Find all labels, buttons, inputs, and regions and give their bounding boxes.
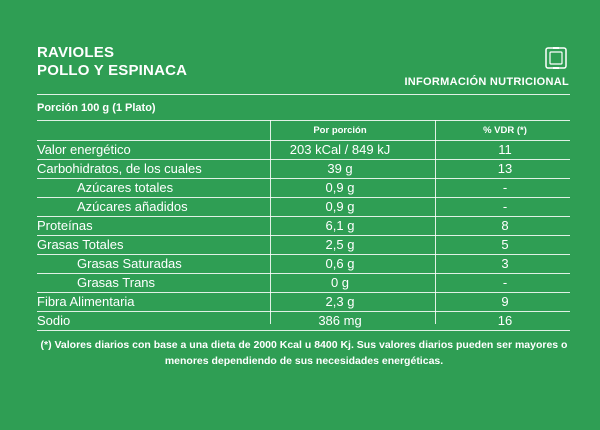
vdr-value: 16 — [497, 313, 513, 328]
divider-header — [37, 140, 570, 141]
nutrient-name: Valor energético — [37, 142, 131, 157]
table-row: Fibra Alimentaria 2,3 g 9 — [37, 293, 570, 312]
per-portion-value: 203 kCal / 849 kJ — [289, 142, 391, 157]
vdr-value: 5 — [501, 237, 509, 252]
column-divider — [270, 120, 271, 324]
per-portion-value: 0,9 g — [325, 199, 355, 214]
divider-portion — [37, 120, 570, 121]
nutrient-name: Grasas Saturadas — [77, 256, 182, 271]
per-portion-value: 2,3 g — [325, 294, 355, 309]
table-row: Sodio 386 mg 16 — [37, 312, 570, 331]
per-portion-value: 0,6 g — [325, 256, 355, 271]
footnote: (*) Valores diarios con base a una dieta… — [40, 339, 568, 367]
vdr-value: 8 — [501, 218, 509, 233]
nutrient-name: Grasas Trans — [77, 275, 156, 290]
nutrient-name: Azúcares totales — [77, 180, 174, 195]
vdr-value: - — [502, 180, 508, 195]
per-portion-value: 0,9 g — [325, 180, 355, 195]
square-badge-icon — [545, 47, 567, 69]
table-row: Grasas Saturadas 0,6 g 3 — [37, 255, 570, 274]
nutrient-name: Carbohidratos, de los cuales — [37, 161, 202, 176]
table-row: Carbohidratos, de los cuales 39 g 13 — [37, 160, 570, 179]
vdr-value: - — [502, 199, 508, 214]
per-portion-value: 39 g — [327, 161, 353, 176]
vdr-value: - — [502, 275, 508, 290]
portion-size: Porción 100 g (1 Plato) — [37, 102, 156, 114]
column-divider — [435, 120, 436, 324]
table-row: Valor energético 203 kCal / 849 kJ 11 — [37, 141, 570, 160]
column-header-per-portion: Por porción — [313, 125, 367, 136]
nutrient-name: Proteínas — [37, 218, 93, 233]
panel-label: INFORMACIÓN NUTRICIONAL — [404, 76, 569, 88]
divider-top — [37, 94, 570, 95]
table-row: Azúcares totales 0,9 g - — [37, 179, 570, 198]
nutrient-name: Fibra Alimentaria — [37, 294, 135, 309]
vdr-value: 11 — [498, 142, 512, 157]
product-title-line1: RAVIOLES — [37, 44, 115, 61]
nutrient-name: Sodio — [37, 313, 71, 328]
product-title-line2: POLLO Y ESPINACA — [37, 62, 188, 79]
table-row: Grasas Totales 2,5 g 5 — [37, 236, 570, 255]
vdr-value: 3 — [501, 256, 509, 271]
product-title: RAVIOLES POLLO Y ESPINACA — [37, 44, 187, 80]
per-portion-value: 6,1 g — [325, 218, 355, 233]
per-portion-value: 386 mg — [318, 313, 362, 328]
table-row: Proteínas 6,1 g 8 — [37, 217, 570, 236]
per-portion-value: 2,5 g — [325, 237, 355, 252]
vdr-value: 9 — [501, 294, 509, 309]
table-row: Grasas Trans 0 g - — [37, 274, 570, 293]
table-row: Azúcares añadidos 0,9 g - — [37, 198, 570, 217]
vdr-value: 13 — [497, 161, 513, 176]
column-header-vdr: % VDR (*) — [483, 125, 527, 136]
nutrient-name: Grasas Totales — [37, 237, 124, 252]
nutrient-name: Azúcares añadidos — [77, 199, 188, 214]
nutrition-table: Valor energético 203 kCal / 849 kJ 11 Carbo… — [37, 141, 570, 331]
per-portion-value: 0 g — [330, 275, 350, 290]
